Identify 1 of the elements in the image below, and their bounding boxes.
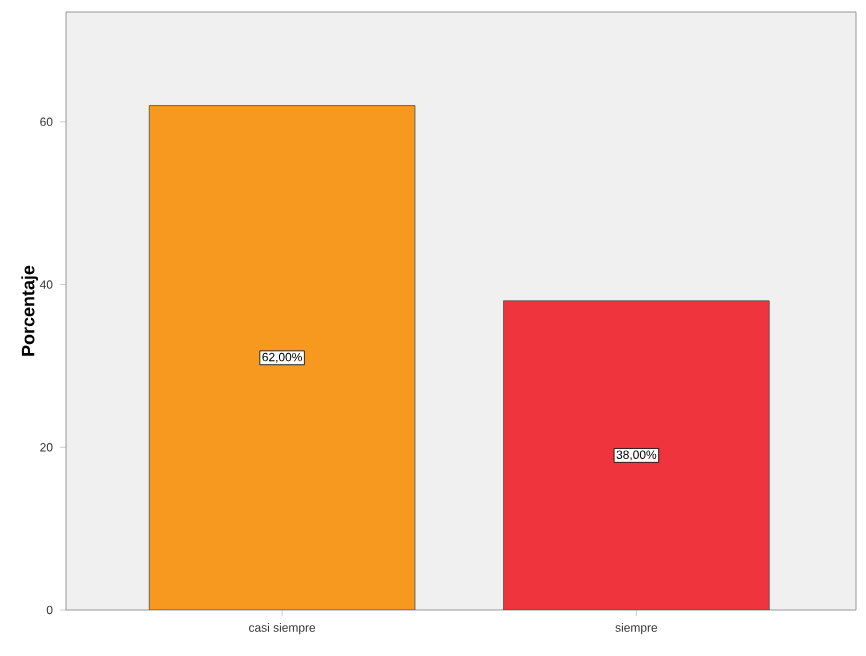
y-axis-title: Porcentaje (21, 265, 38, 356)
